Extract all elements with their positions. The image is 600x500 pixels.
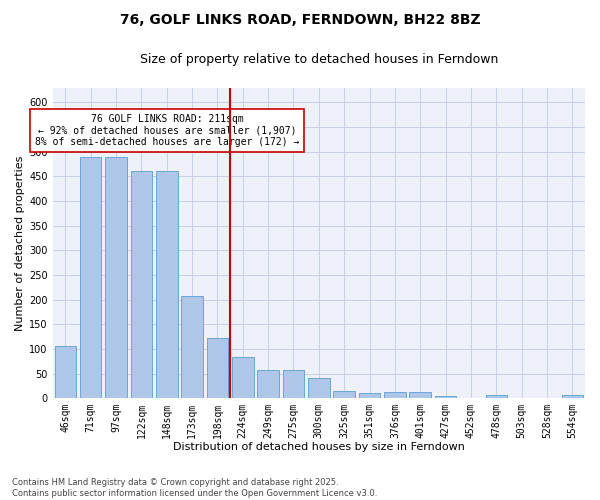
Bar bbox=[156, 172, 178, 398]
Bar bbox=[409, 392, 431, 398]
Text: 76 GOLF LINKS ROAD: 211sqm
← 92% of detached houses are smaller (1,907)
8% of se: 76 GOLF LINKS ROAD: 211sqm ← 92% of deta… bbox=[35, 114, 299, 147]
Bar bbox=[131, 172, 152, 398]
Title: Size of property relative to detached houses in Ferndown: Size of property relative to detached ho… bbox=[140, 52, 498, 66]
Bar bbox=[80, 156, 101, 398]
Bar bbox=[562, 396, 583, 398]
Bar bbox=[384, 392, 406, 398]
Bar bbox=[105, 156, 127, 398]
Bar bbox=[334, 391, 355, 398]
Bar bbox=[283, 370, 304, 398]
Bar bbox=[55, 346, 76, 398]
Y-axis label: Number of detached properties: Number of detached properties bbox=[15, 155, 25, 330]
Bar bbox=[206, 338, 228, 398]
Bar bbox=[485, 396, 507, 398]
Text: Contains HM Land Registry data © Crown copyright and database right 2025.
Contai: Contains HM Land Registry data © Crown c… bbox=[12, 478, 377, 498]
Bar bbox=[257, 370, 279, 398]
Bar bbox=[435, 396, 457, 398]
Text: 76, GOLF LINKS ROAD, FERNDOWN, BH22 8BZ: 76, GOLF LINKS ROAD, FERNDOWN, BH22 8BZ bbox=[119, 12, 481, 26]
X-axis label: Distribution of detached houses by size in Ferndown: Distribution of detached houses by size … bbox=[173, 442, 465, 452]
Bar bbox=[232, 358, 254, 398]
Bar bbox=[181, 296, 203, 398]
Bar bbox=[359, 394, 380, 398]
Bar bbox=[308, 378, 329, 398]
